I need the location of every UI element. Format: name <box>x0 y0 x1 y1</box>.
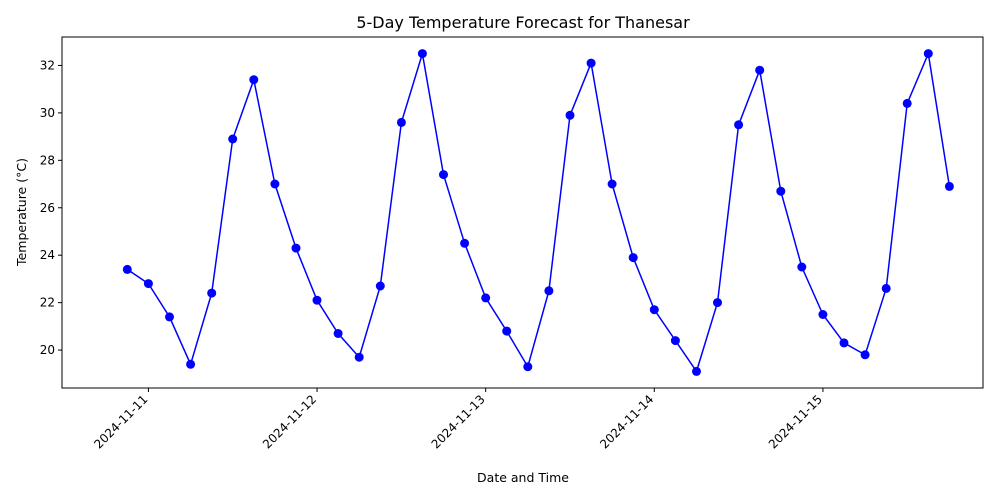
data-point <box>923 49 933 59</box>
data-point <box>396 117 406 127</box>
y-axis: 20 22 24 26 28 30 32 <box>40 58 62 357</box>
data-point <box>502 326 512 336</box>
data-point <box>523 362 533 372</box>
data-point <box>713 298 722 308</box>
y-tick-label: 20 <box>40 343 55 357</box>
y-axis-label: Temperature (°C) <box>14 158 29 267</box>
data-point <box>586 58 596 68</box>
y-tick-label: 24 <box>40 248 55 262</box>
data-point <box>755 65 765 75</box>
data-point <box>860 350 870 360</box>
data-point <box>565 110 575 120</box>
data-point <box>734 120 744 130</box>
data-point <box>881 283 891 293</box>
x-tick-label: 2024-11-15 <box>766 392 825 451</box>
data-point <box>439 170 448 180</box>
plot-frame <box>61 36 984 389</box>
x-tick-label: 2024-11-13 <box>429 392 488 451</box>
data-point <box>818 310 828 319</box>
x-axis: 2024-11-11 2024-11-12 2024-11-13 2024-11-14… <box>91 388 825 451</box>
data-point <box>186 359 196 369</box>
x-tick-label: 2024-11-12 <box>260 392 319 451</box>
series-line <box>126 50 951 374</box>
data-point <box>207 288 217 298</box>
data-point <box>797 262 807 272</box>
y-tick-label: 32 <box>40 58 55 72</box>
data-point <box>544 286 554 296</box>
data-point <box>270 179 280 189</box>
data-point <box>417 49 427 59</box>
data-point <box>649 305 659 315</box>
data-point <box>354 352 364 362</box>
data-point <box>460 238 470 248</box>
data-point <box>375 281 385 291</box>
data-point <box>628 253 638 263</box>
data-point <box>944 181 954 191</box>
data-point <box>333 329 343 338</box>
y-tick-label: 22 <box>40 296 55 310</box>
chart-title: 5-Day Temperature Forecast for Thanesar <box>356 13 690 32</box>
data-point <box>902 98 912 108</box>
data-point <box>312 295 322 305</box>
data-point <box>228 134 238 144</box>
data-point <box>692 366 701 376</box>
y-tick-label: 28 <box>40 153 55 167</box>
x-axis-label: Date and Time <box>477 470 569 485</box>
data-point <box>481 293 491 303</box>
data-point <box>670 336 680 346</box>
data-point <box>249 75 259 85</box>
data-point <box>122 264 132 274</box>
data-point <box>291 243 301 253</box>
y-tick-label: 30 <box>40 106 55 120</box>
x-tick-label: 2024-11-14 <box>597 392 656 451</box>
data-point <box>143 279 153 289</box>
plot-area <box>122 49 954 376</box>
data-point <box>776 186 786 196</box>
data-point <box>839 338 849 348</box>
x-tick-label: 2024-11-11 <box>91 392 150 451</box>
data-point <box>607 179 617 189</box>
y-tick-label: 26 <box>40 201 55 215</box>
data-point <box>165 312 174 322</box>
